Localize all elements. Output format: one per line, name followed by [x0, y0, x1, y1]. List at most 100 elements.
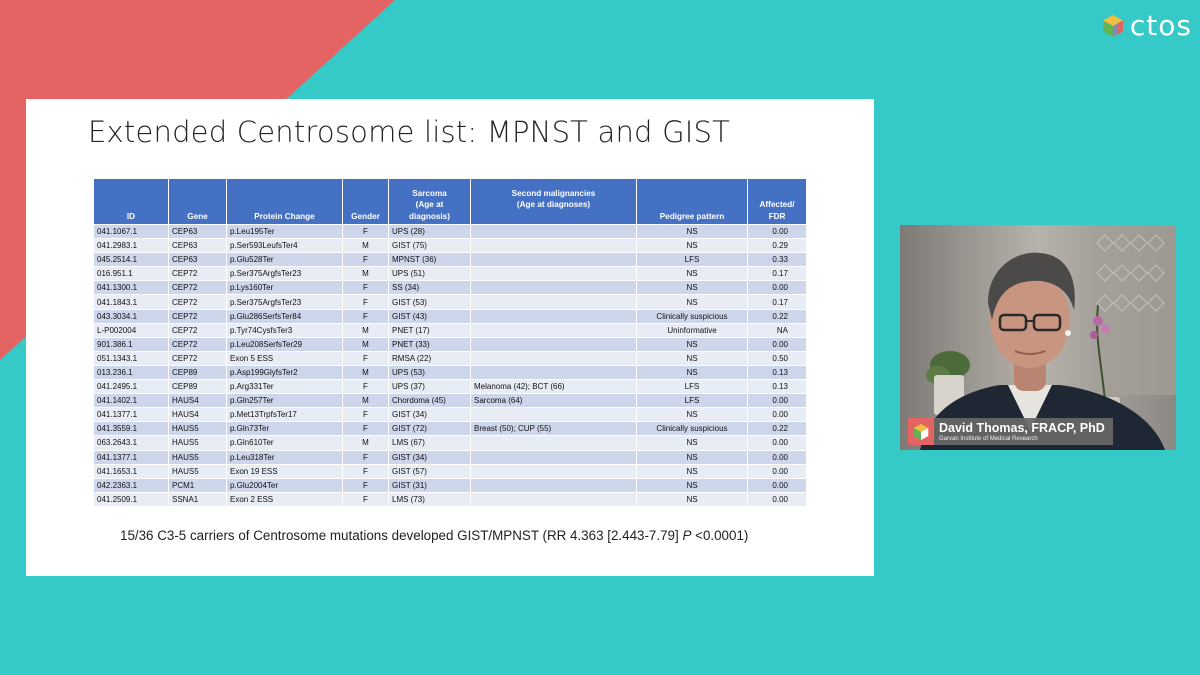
cell-second-malignancies: Breast (50); CUP (55): [470, 421, 637, 437]
cell-id: 041.1377.1: [93, 407, 169, 423]
cell-pedigree-pattern: NS: [636, 266, 748, 282]
cell-affected-fdr: 0.33: [747, 252, 807, 268]
table-header-row: ID Gene Protein Change Gender Sarcoma (A…: [93, 178, 807, 225]
nameplate-text: David Thomas, FRACP, PhD Garvan Institut…: [934, 418, 1113, 445]
table-row: 041.1843.1 CEP72 p.Ser375ArgfsTer23 F GIST (…: [93, 294, 807, 310]
cell-id: 043.3034.1: [93, 308, 169, 324]
cell-protein-change: p.Gln73Ter: [226, 421, 343, 437]
cell-gene: CEP63: [168, 223, 227, 240]
cell-sarcoma: RMSA (22): [388, 350, 471, 366]
cell-sarcoma: UPS (28): [388, 223, 471, 240]
table-row: 041.2495.1 CEP89 p.Arg331Ter F UPS (37) Melan…: [93, 379, 807, 395]
cell-gender: F: [342, 308, 389, 324]
cell-gene: CEP72: [168, 294, 227, 310]
cell-pedigree-pattern: Clinically suspicious: [636, 421, 748, 437]
presentation-slide: Extended Centrosome list: MPNST and GIST…: [26, 99, 874, 576]
header-protein-change: Protein Change: [226, 178, 343, 225]
header-sarcoma-line: Sarcoma: [412, 188, 447, 198]
cell-pedigree-pattern: Clinically suspicious: [636, 308, 748, 324]
header-pedigree-pattern: Pedigree pattern: [636, 178, 748, 225]
cell-gender: F: [342, 294, 389, 310]
slide-title: Extended Centrosome list: MPNST and GIST: [88, 115, 731, 149]
cell-pedigree-pattern: NS: [636, 449, 748, 465]
cell-protein-change: p.Ser375ArgfsTer23: [226, 294, 343, 310]
header-sarcoma-line: diagnosis): [409, 211, 450, 221]
cell-sarcoma: GIST (34): [388, 449, 471, 465]
cell-second-malignancies: [470, 364, 637, 381]
cell-protein-change: p.Leu208SerfsTer29: [226, 336, 343, 352]
cell-pedigree-pattern: NS: [636, 294, 748, 310]
cell-protein-change: p.Met13TrpfsTer17: [226, 407, 343, 423]
cell-id: 041.1300.1: [93, 280, 169, 296]
table-row: 013.236.1 CEP89 p.Asp199GlyfsTer2 M UPS (53)…: [93, 364, 807, 381]
header-sarcoma: Sarcoma (Age at diagnosis): [388, 178, 471, 225]
table-row: 041.1067.1 CEP63 p.Leu195Ter F UPS (28) NS 0.0…: [93, 223, 807, 240]
cell-affected-fdr: 0.29: [747, 238, 807, 254]
cell-second-malignancies: [470, 449, 637, 465]
ctos-cube-icon: [913, 423, 929, 440]
slide-footnote: 15/36 C3-5 carriers of Centrosome mutati…: [120, 528, 748, 543]
header-sarcoma-line: (Age at: [415, 200, 444, 209]
cell-gene: SSNA1: [168, 491, 227, 507]
cell-id: 041.1402.1: [93, 393, 169, 409]
cell-gene: HAUS4: [168, 407, 227, 423]
header-second-malignancies: Second malignancies (Age at diagnoses): [470, 178, 637, 225]
cell-second-malignancies: [470, 491, 637, 507]
cell-gender: F: [342, 407, 389, 423]
table-row: 041.2509.1 SSNA1 Exon 2 ESS F LMS (73) NS 0.00: [93, 491, 807, 507]
cell-protein-change: p.Gln610Ter: [226, 435, 343, 451]
cell-affected-fdr: 0.13: [747, 364, 807, 381]
cell-sarcoma: GIST (31): [388, 477, 471, 493]
cell-id: 045.2514.1: [93, 252, 169, 268]
cell-second-malignancies: [470, 266, 637, 282]
cell-id: 041.2495.1: [93, 379, 169, 395]
cell-protein-change: p.Ser375ArgfsTer23: [226, 266, 343, 282]
cell-affected-fdr: 0.00: [747, 407, 807, 423]
cell-pedigree-pattern: NS: [636, 463, 748, 479]
cell-id: 041.1843.1: [93, 294, 169, 310]
cell-gender: F: [342, 491, 389, 507]
cell-protein-change: p.Glu528Ter: [226, 252, 343, 268]
cell-affected-fdr: 0.17: [747, 294, 807, 310]
cell-pedigree-pattern: NS: [636, 435, 748, 451]
cell-second-malignancies: [470, 294, 637, 310]
cell-pedigree-pattern: NS: [636, 280, 748, 296]
cell-gender: F: [342, 463, 389, 479]
cell-id: 901.386.1: [93, 336, 169, 352]
table-row: 041.2983.1 CEP63 p.Ser593LeufsTer4 M GIST (7…: [93, 238, 807, 254]
cell-pedigree-pattern: NS: [636, 477, 748, 493]
cell-id: 041.1067.1: [93, 223, 169, 240]
cell-gender: F: [342, 449, 389, 465]
cell-pedigree-pattern: NS: [636, 223, 748, 240]
cell-second-malignancies: [470, 407, 637, 423]
table-row: 016.951.1 CEP72 p.Ser375ArgfsTer23 M UPS (51…: [93, 266, 807, 282]
cell-sarcoma: PNET (33): [388, 336, 471, 352]
cell-affected-fdr: 0.00: [747, 280, 807, 296]
header-second-line: (Age at diagnoses): [516, 200, 591, 209]
cell-id: L-P002004: [93, 322, 169, 338]
cell-second-malignancies: [470, 336, 637, 352]
table-row: 041.1402.1 HAUS4 p.Gln257Ter M Chordoma (45)…: [93, 393, 807, 409]
cell-gender: M: [342, 393, 389, 409]
header-id: ID: [93, 178, 169, 225]
cell-pedigree-pattern: LFS: [636, 379, 748, 395]
cell-gender: M: [342, 364, 389, 381]
cell-sarcoma: GIST (43): [388, 308, 471, 324]
cell-pedigree-pattern: NS: [636, 407, 748, 423]
table-row: 041.1377.1 HAUS5 p.Leu318Ter F GIST (34) NS 0.…: [93, 449, 807, 465]
speaker-video: [900, 225, 1176, 450]
cell-affected-fdr: 0.00: [747, 449, 807, 465]
cell-gene: CEP72: [168, 266, 227, 282]
cell-sarcoma: GIST (53): [388, 294, 471, 310]
header-affected-fdr: Affected/ FDR: [747, 178, 807, 225]
table-row: 051.1343.1 CEP72 Exon 5 ESS F RMSA (22) NS 0.5…: [93, 350, 807, 366]
cell-affected-fdr: 0.00: [747, 463, 807, 479]
cell-pedigree-pattern: NS: [636, 350, 748, 366]
cell-gender: M: [342, 322, 389, 338]
brand-name: ctos: [1129, 9, 1192, 42]
cell-sarcoma: PNET (17): [388, 322, 471, 338]
table-row: 041.1377.1 HAUS4 p.Met13TrpfsTer17 F GIST (3…: [93, 407, 807, 423]
cell-protein-change: p.Gln257Ter: [226, 393, 343, 409]
cell-gene: CEP89: [168, 364, 227, 381]
table-row: 041.1653.1 HAUS5 Exon 19 ESS F GIST (57) NS 0.…: [93, 463, 807, 479]
